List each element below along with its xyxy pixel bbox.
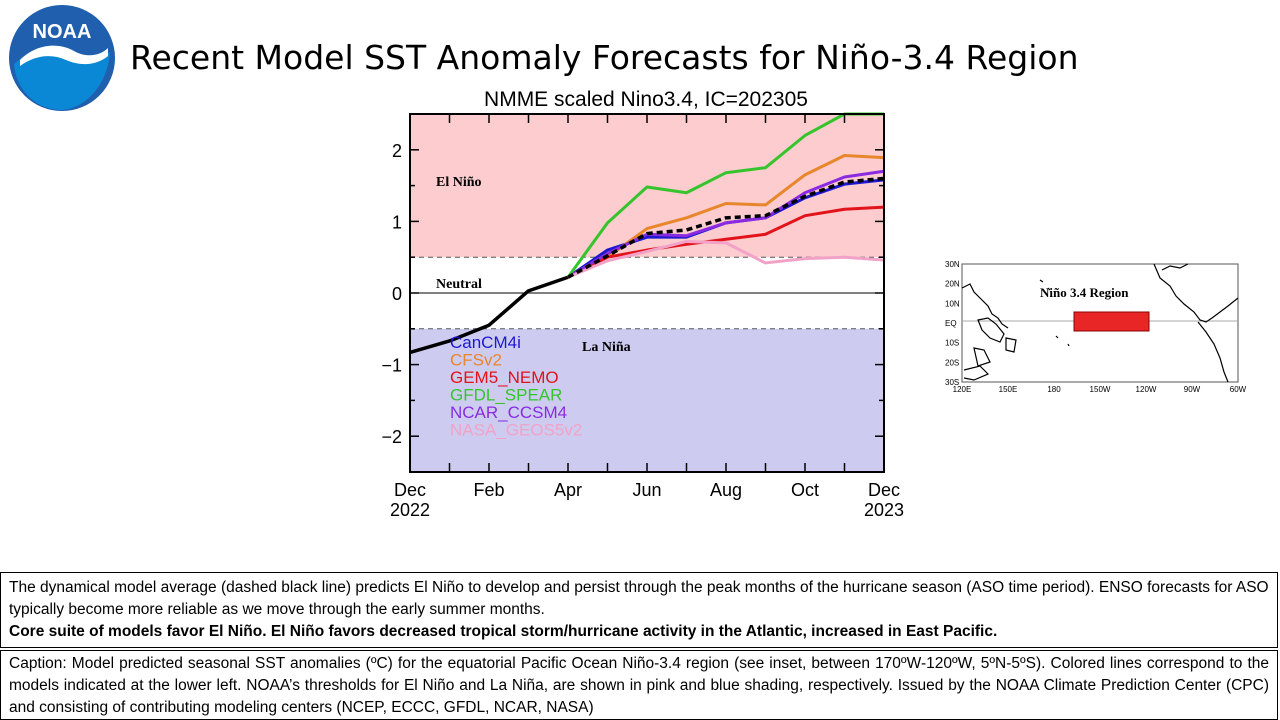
x-tick-label: Oct	[791, 480, 819, 500]
x-tick-year-label: 2022	[390, 500, 430, 520]
legend-entry-cancm4i: CanCM4i	[450, 333, 521, 352]
map-lat-label: 10S	[945, 339, 959, 348]
y-tick-label: 2	[392, 141, 402, 161]
legend-entry-ncar-ccsm4: NCAR_CCSM4	[450, 403, 567, 422]
nino34-inset-map: Niño 3.4 Region 30N 20N 10N EQ 10S 20S 30S 120…	[944, 258, 1249, 400]
legend-entry-gem5-nemo: GEM5_NEMO	[450, 368, 559, 387]
observed-line	[409, 275, 569, 355]
map-lon-label: 90W	[1184, 385, 1201, 394]
map-lat-label: 20S	[945, 358, 959, 367]
map-lat-label: 10N	[945, 299, 960, 308]
legend-entry-cfsv2: CFSv2	[450, 351, 502, 370]
summary-text: The dynamical model average (dashed blac…	[9, 579, 1269, 618]
model-average-line	[567, 176, 885, 279]
x-tick-label: Aug	[710, 480, 742, 500]
x-tick-label: Dec	[394, 480, 426, 500]
logo-text: NOAA	[33, 21, 92, 43]
y-tick-label: 1	[392, 212, 402, 232]
summary-box: The dynamical model average (dashed blac…	[0, 572, 1278, 648]
map-lon-label: 180	[1047, 385, 1061, 394]
caption-box: Caption: Model predicted seasonal SST an…	[0, 650, 1278, 720]
page-title: Recent Model SST Anomaly Forecasts for N…	[130, 38, 1079, 77]
series-line-gfdl-spear	[566, 112, 884, 279]
el-nino-label: El Niño	[436, 175, 482, 190]
y-tick-label: −2	[381, 427, 402, 447]
series-line-nasa-geos5v2	[567, 239, 885, 279]
x-tick-year-label: 2023	[864, 500, 904, 520]
y-tick-label: 0	[392, 284, 402, 304]
neutral-label: Neutral	[436, 277, 482, 292]
nino34-region-box	[1073, 311, 1150, 332]
x-tick-label: Jun	[632, 480, 661, 500]
map-lat-label: EQ	[945, 319, 957, 328]
map-frame	[961, 263, 1239, 383]
la-nina-shading	[410, 328, 884, 472]
x-tick-label: Dec	[868, 480, 900, 500]
map-lon-label: 150W	[1090, 385, 1111, 394]
summary-bold-text: Core suite of models favor El Niño. El N…	[9, 623, 998, 640]
x-tick-label: Feb	[473, 480, 504, 500]
series-line-gem5-nemo	[567, 205, 885, 279]
la-nina-label: La Niña	[582, 340, 631, 355]
map-lon-label: 60W	[1230, 385, 1247, 394]
legend-entry-nasa-geos5v2: NASA_GEOS5v2	[450, 421, 582, 440]
map-lon-label: 120E	[953, 385, 972, 394]
caption-text: Caption: Model predicted seasonal SST an…	[9, 655, 1269, 716]
noaa-logo: NOAA	[9, 5, 115, 111]
map-lat-label: 20N	[945, 280, 960, 289]
map-lon-label: 120W	[1136, 385, 1157, 394]
legend-entry-gfdl-spear: GFDL_SPEAR	[450, 386, 562, 405]
chart-title: NMME scaled Nino3.4, IC=202305	[484, 88, 808, 111]
map-lon-label: 150E	[999, 385, 1018, 394]
y-tick-label: −1	[381, 356, 402, 376]
map-title: Niño 3.4 Region	[1040, 285, 1129, 300]
nino34-forecast-chart: NMME scaled Nino3.4, IC=202305 El Niño N…	[381, 88, 904, 520]
map-lat-label: 30S	[945, 378, 959, 387]
map-lat-label: 30N	[945, 260, 960, 269]
map-coastlines	[961, 263, 1239, 383]
x-tick-label: Apr	[554, 480, 582, 500]
